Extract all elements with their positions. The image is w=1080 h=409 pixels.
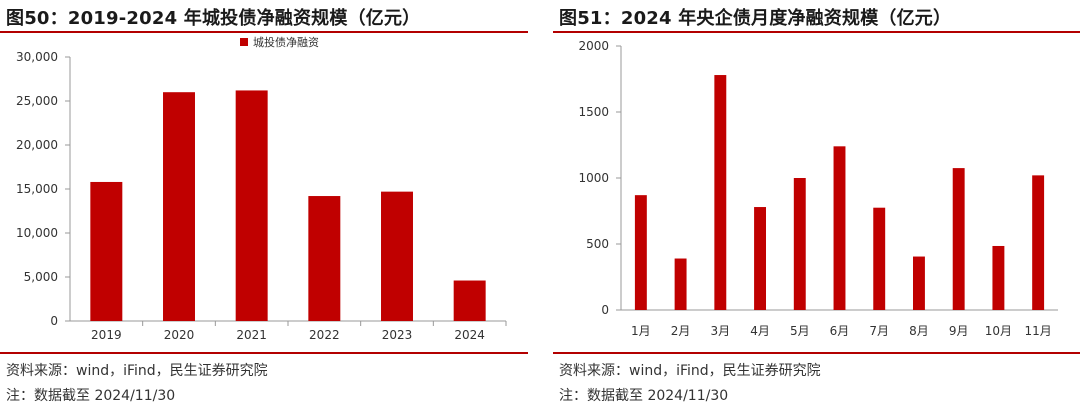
left-y-tick-label: 25,000	[16, 94, 58, 108]
right-bar	[912, 256, 925, 310]
left-x-tick-label: 2024	[454, 328, 485, 342]
right-x-tick-label: 4月	[750, 324, 770, 338]
left-title-rule	[0, 31, 528, 33]
left-x-tick-label: 2019	[91, 328, 122, 342]
right-cutoff-note: 注：数据截至 2024/11/30	[559, 388, 729, 404]
right-bar	[754, 207, 767, 310]
right-bar-chart: 0 500 1000 1500 2000 1月 2月 3月 4月 5月 6月 7月 8月 9月 10月 11月	[578, 39, 1058, 338]
left-legend-swatch	[240, 38, 248, 46]
right-y-tick-label: 1000	[578, 171, 609, 185]
left-bar	[381, 191, 413, 321]
right-x-tick-label: 5月	[790, 324, 810, 338]
left-x-tick-label: 2020	[164, 328, 195, 342]
right-x-tick-label: 8月	[909, 324, 929, 338]
left-cutoff-note: 注：数据截至 2024/11/30	[6, 388, 176, 404]
right-footer-rule	[553, 352, 1080, 354]
right-source-note: 资料来源：wind，iFind，民生证券研究院	[559, 363, 821, 379]
right-x-tick-label: 1月	[631, 324, 651, 338]
right-y-tick-label: 500	[586, 237, 609, 251]
right-x-tick-label: 7月	[869, 324, 889, 338]
left-y-tick-label: 0	[50, 314, 58, 328]
left-chart-title: 图50：2019-2024 年城投债净融资规模（亿元）	[6, 8, 421, 29]
right-x-tick-label: 11月	[1024, 324, 1051, 338]
right-bar	[952, 168, 965, 310]
right-x-tick-label: 9月	[949, 324, 969, 338]
right-bar	[714, 75, 727, 310]
right-bar	[992, 245, 1005, 310]
right-x-tick-label: 2月	[671, 324, 691, 338]
right-bar	[793, 178, 806, 310]
right-chart-title: 图51：2024 年央企债月度净融资规模（亿元）	[559, 8, 952, 29]
left-bar	[235, 90, 268, 321]
left-y-tick-label: 5,000	[24, 270, 58, 284]
left-footer-rule	[0, 352, 528, 354]
left-chart-panel: 图50：2019-2024 年城投债净融资规模（亿元） 0 5,000 10,000…	[0, 0, 528, 409]
right-x-tick-label: 3月	[710, 324, 730, 338]
right-chart-panel: 图51：2024 年央企债月度净融资规模（亿元） 0 500 1000 1500 200…	[553, 0, 1080, 409]
left-bar	[90, 181, 123, 321]
right-y-tick-label: 2000	[578, 39, 609, 53]
left-source-note: 资料来源：wind，iFind，民生证券研究院	[6, 363, 268, 379]
left-bar	[308, 196, 341, 321]
left-x-tick-label: 2021	[236, 328, 267, 342]
right-x-tick-label: 6月	[830, 324, 850, 338]
left-x-tick-label: 2023	[382, 328, 413, 342]
left-y-tick-label: 20,000	[16, 138, 58, 152]
right-y-tick-label: 0	[601, 303, 609, 317]
right-title-rule	[553, 31, 1080, 33]
left-bar	[163, 92, 195, 321]
right-x-tick-label: 10月	[985, 324, 1012, 338]
right-bar	[674, 258, 687, 310]
right-bar	[833, 146, 846, 310]
left-y-tick-label: 10,000	[16, 226, 58, 240]
right-bar	[634, 195, 647, 310]
right-bar	[873, 207, 886, 310]
right-y-tick-label: 1500	[578, 105, 609, 119]
right-bar	[1032, 175, 1045, 310]
left-x-tick-label: 2022	[309, 328, 340, 342]
left-bar	[453, 280, 486, 321]
left-y-tick-label: 15,000	[16, 182, 58, 196]
left-legend-label: 城投债净融资	[253, 35, 319, 49]
left-y-tick-label: 30,000	[16, 50, 58, 64]
left-bar-chart: 0 5,000 10,000 15,000 20,000 25,000 30,000 2019…	[16, 35, 507, 342]
